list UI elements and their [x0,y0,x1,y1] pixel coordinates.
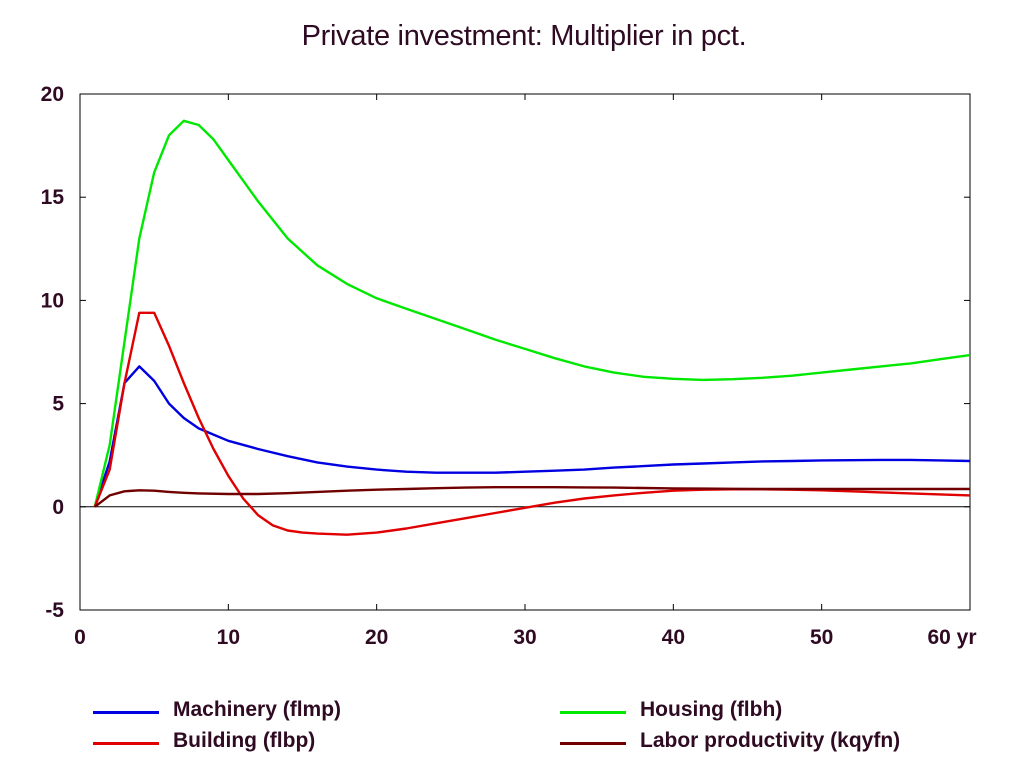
legend-label-3: Labor productivity (kqyfn) [640,729,901,752]
series-line-2 [93,311,971,536]
legend-swatch-0 [93,711,159,714]
legend-label-2: Building (flbp) [173,729,316,752]
y-tick-label: 10 [41,289,64,312]
chart-title: Private investment: Multiplier in pct. [301,20,747,52]
x-tick-label: 0 [74,626,86,649]
legend-swatch-2 [93,742,159,745]
axis-tick-labels: -5 0 5 10 15 20 0 10 20 30 40 50 60 yr [41,83,977,649]
y-tick-label: 0 [52,496,64,519]
x-tick-label: 60 yr [927,626,976,649]
series-lines [93,119,971,536]
x-tick-label: 40 [662,626,685,649]
plot-frame [79,93,971,611]
axis-ticks [79,93,971,611]
legend-swatch-1 [560,711,626,714]
y-tick-label: 15 [41,186,65,209]
x-tick-label: 30 [513,626,536,649]
series-line-3 [94,486,970,508]
legend-label-1: Housing (flbh) [640,698,783,721]
y-tick-label: -5 [45,599,64,622]
series-line-1 [93,119,971,508]
legend-swatch-3 [560,742,626,745]
y-tick-label: 5 [52,393,64,416]
y-tick-label: 20 [41,83,64,106]
plot-border [79,93,971,611]
series-line-0 [93,365,971,508]
x-tick-label: 50 [810,626,833,649]
legend-label-0: Machinery (flmp) [173,698,342,721]
x-tick-label: 20 [365,626,388,649]
x-tick-label: 10 [217,626,240,649]
